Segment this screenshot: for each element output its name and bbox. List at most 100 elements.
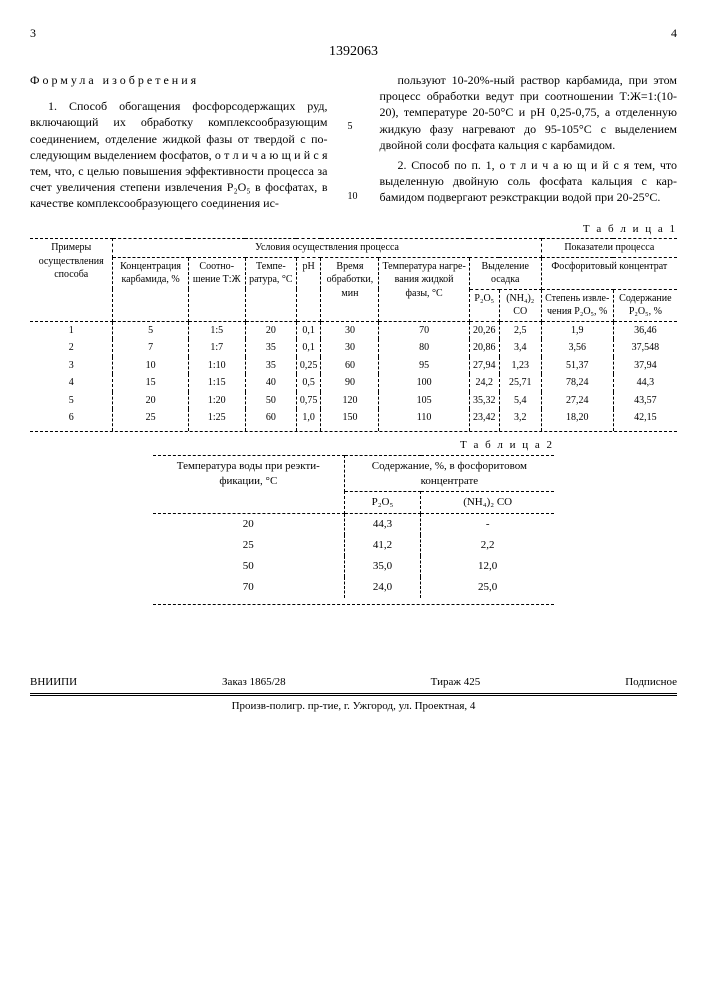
table-cell: 35,0 [344, 556, 421, 577]
table2: Темпера­тура во­ды при реэкти­фикации, °… [153, 455, 554, 598]
table-cell: 78,24 [541, 374, 613, 392]
table-row: 5035,012,0 [153, 556, 554, 577]
table-cell: 27,94 [469, 357, 499, 375]
table-cell: 42,15 [613, 409, 677, 431]
claim-1-left: 1. Способ обогащения фосфорсодер­жащих р… [30, 98, 328, 211]
table1-body: 151:5200,1307020,262,51,936,46271:7350,1… [30, 321, 677, 431]
table-cell: 105 [379, 392, 469, 410]
left-column: Формула изобретения 1. Способ обогащения… [30, 72, 328, 216]
table2-bottom-rule [153, 604, 554, 605]
claim-1-right: пользуют 10-20%-ный раствор карбами­да, … [380, 72, 678, 153]
table-cell: 40 [245, 374, 296, 392]
t1-konc: Фосфоритовый концентрат [541, 257, 677, 289]
table1-bottom-rule [30, 431, 677, 432]
table-cell: 80 [379, 339, 469, 357]
t1-c3: Темпе­ратура, °С [245, 257, 296, 321]
page-left: 3 [30, 25, 36, 41]
table-cell: 35,32 [469, 392, 499, 410]
table-cell: 44,3 [613, 374, 677, 392]
table-cell: 10 [113, 357, 188, 375]
table-cell: 20,26 [469, 321, 499, 339]
table-row: 7024,025,0 [153, 577, 554, 598]
table-row: 3101:10350,25609527,941,2351,3737,94 [30, 357, 677, 375]
page-numbers: 3 4 [30, 25, 677, 41]
table-cell: 37,548 [613, 339, 677, 357]
table-cell: 110 [379, 409, 469, 431]
table-cell: 41,2 [344, 535, 421, 556]
claim-2-right: 2. Способ по п. 1, о т л и ч а ­ю щ и й … [380, 157, 678, 206]
t1-c9: Степень извле­чения P₂O₅, % [541, 289, 613, 321]
table-cell: 1,0 [296, 409, 321, 431]
table-cell: 5,4 [499, 392, 541, 410]
t1-c7: P₂O₅ [469, 289, 499, 321]
table-cell: 1:7 [188, 339, 245, 357]
table-row: 2044,3- [153, 514, 554, 535]
table-cell: 30 [321, 321, 379, 339]
table-cell: 1:15 [188, 374, 245, 392]
table-cell: 7 [113, 339, 188, 357]
table-cell: 24,0 [344, 577, 421, 598]
t1-c1: Концент­рация карба­мида, % [113, 257, 188, 321]
line-5: 5 [348, 120, 360, 134]
table-cell: 3,4 [499, 339, 541, 357]
table-cell: 43,57 [613, 392, 677, 410]
table-cell: 36,46 [613, 321, 677, 339]
table-cell: 20 [153, 514, 344, 535]
t1-h-indicators: Показатели процесса [541, 239, 677, 258]
table-cell: - [421, 514, 554, 535]
t1-h-examples: Примеры осущест­вления способа [30, 239, 113, 322]
table-cell: 70 [379, 321, 469, 339]
claims-columns: Формула изобретения 1. Способ обогащения… [30, 72, 677, 216]
t2-h2: Содержание, %, в фосфори­товом концентра… [344, 455, 554, 492]
t1-c8: (NH₄)₂ CO [499, 289, 541, 321]
table-row: 4151:15400,59010024,225,7178,2444,3 [30, 374, 677, 392]
table-cell: 25 [153, 535, 344, 556]
t1-h-conditions: Условия осуществления процесса [113, 239, 541, 258]
t1-c2: Соотно­шение Т:Ж [188, 257, 245, 321]
document-number: 1392063 [30, 43, 677, 62]
table-cell: 44,3 [344, 514, 421, 535]
footer-line1: ВНИИПИ Заказ 1865/28 Тираж 425 Подписное [30, 675, 677, 694]
table-cell: 70 [153, 577, 344, 598]
table-cell: 51,37 [541, 357, 613, 375]
table-cell: 90 [321, 374, 379, 392]
table-cell: 150 [321, 409, 379, 431]
line-number-gutter: 5 10 [348, 72, 360, 216]
table-cell: 25 [113, 409, 188, 431]
table-cell: 4 [30, 374, 113, 392]
table-cell: 27,24 [541, 392, 613, 410]
right-column: пользуют 10-20%-ный раствор карбами­да, … [380, 72, 678, 216]
table-cell: 60 [245, 409, 296, 431]
table1-label: Т а б л и ц а 1 [30, 222, 677, 237]
table-cell: 35 [245, 357, 296, 375]
table-cell: 95 [379, 357, 469, 375]
table-cell: 5 [113, 321, 188, 339]
table-row: 2541,22,2 [153, 535, 554, 556]
table-row: 151:5200,1307020,262,51,936,46 [30, 321, 677, 339]
table-cell: 1:20 [188, 392, 245, 410]
table-cell: 3 [30, 357, 113, 375]
table-cell: 50 [245, 392, 296, 410]
t1-c10: Содержа­ние P₂O₅, % [613, 289, 677, 321]
table-cell: 25,71 [499, 374, 541, 392]
table-cell: 2 [30, 339, 113, 357]
t2-h2b: (NH₄)₂ CO [421, 492, 554, 514]
formula-title: Формула изобретения [30, 72, 328, 88]
table2-body: 2044,3-2541,22,25035,012,07024,025,0 [153, 514, 554, 598]
table-cell: 15 [113, 374, 188, 392]
table1: Примеры осущест­вления способа Условия о… [30, 238, 677, 431]
table-cell: 1:25 [188, 409, 245, 431]
table-cell: 0,1 [296, 339, 321, 357]
table-cell: 1 [30, 321, 113, 339]
table-cell: 100 [379, 374, 469, 392]
table-cell: 37,94 [613, 357, 677, 375]
table-cell: 0,5 [296, 374, 321, 392]
table-cell: 20 [245, 321, 296, 339]
table-cell: 12,0 [421, 556, 554, 577]
table-cell: 25,0 [421, 577, 554, 598]
t1-c5: Время обра­ботки, мин [321, 257, 379, 321]
table-cell: 24,2 [469, 374, 499, 392]
table-cell: 1,9 [541, 321, 613, 339]
table-cell: 60 [321, 357, 379, 375]
table-row: 5201:20500,7512010535,325,427,2443,57 [30, 392, 677, 410]
